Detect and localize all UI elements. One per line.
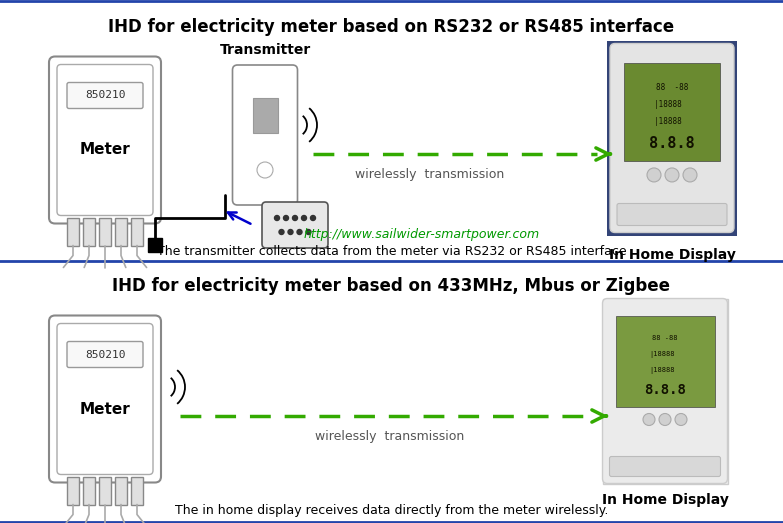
Bar xyxy=(615,315,715,406)
Circle shape xyxy=(297,230,302,234)
Text: 850210: 850210 xyxy=(85,90,125,100)
Bar xyxy=(624,63,720,161)
Circle shape xyxy=(683,168,697,182)
Bar xyxy=(115,476,127,505)
Text: Transmitter: Transmitter xyxy=(219,43,311,57)
Bar xyxy=(148,238,162,252)
Text: 8.8.8: 8.8.8 xyxy=(644,383,686,397)
Text: |18888: |18888 xyxy=(654,117,682,126)
Bar xyxy=(252,98,277,133)
Bar xyxy=(99,218,111,245)
Text: wirelessly  transmission: wirelessly transmission xyxy=(316,430,464,443)
Text: |18888: |18888 xyxy=(649,367,675,373)
FancyBboxPatch shape xyxy=(57,324,153,474)
Text: 88  -88: 88 -88 xyxy=(656,83,688,92)
Circle shape xyxy=(275,215,280,221)
FancyBboxPatch shape xyxy=(262,202,328,248)
FancyBboxPatch shape xyxy=(617,203,727,225)
FancyBboxPatch shape xyxy=(610,43,734,233)
Bar xyxy=(131,476,143,505)
Text: Meter: Meter xyxy=(80,402,131,416)
Text: 88 -88: 88 -88 xyxy=(652,335,678,341)
Bar xyxy=(83,476,95,505)
Text: IHD for electricity meter based on 433MHz, Mbus or Zigbee: IHD for electricity meter based on 433MH… xyxy=(113,277,670,295)
Text: |18888: |18888 xyxy=(649,351,675,358)
Circle shape xyxy=(647,168,661,182)
FancyBboxPatch shape xyxy=(49,315,161,483)
FancyBboxPatch shape xyxy=(609,457,720,476)
Text: The in home display receives data directly from the meter wirelessly.: The in home display receives data direct… xyxy=(175,504,608,517)
Text: 8.8.8: 8.8.8 xyxy=(649,136,695,151)
Circle shape xyxy=(279,230,284,234)
Bar xyxy=(67,476,79,505)
Circle shape xyxy=(675,414,687,426)
FancyBboxPatch shape xyxy=(602,299,727,483)
Text: Meter: Meter xyxy=(80,142,131,157)
Bar xyxy=(67,218,79,245)
Circle shape xyxy=(643,414,655,426)
Text: The transmitter collects data from the meter via RS232 or RS485 interface: The transmitter collects data from the m… xyxy=(157,245,626,258)
Bar xyxy=(602,299,727,483)
Text: 850210: 850210 xyxy=(85,349,125,359)
Text: wirelessly  transmission: wirelessly transmission xyxy=(355,168,504,181)
Circle shape xyxy=(306,230,311,234)
Circle shape xyxy=(301,215,306,221)
FancyBboxPatch shape xyxy=(67,83,143,108)
Bar xyxy=(115,218,127,245)
Circle shape xyxy=(257,162,273,178)
Bar xyxy=(99,476,111,505)
Circle shape xyxy=(283,215,288,221)
Bar xyxy=(607,40,737,235)
Circle shape xyxy=(659,414,671,426)
FancyBboxPatch shape xyxy=(49,56,161,223)
FancyBboxPatch shape xyxy=(233,65,298,205)
Text: In Home Display: In Home Display xyxy=(601,493,728,507)
Bar xyxy=(131,218,143,245)
Text: IHD for electricity meter based on RS232 or RS485 interface: IHD for electricity meter based on RS232… xyxy=(108,18,675,36)
FancyBboxPatch shape xyxy=(57,64,153,215)
Text: |18888: |18888 xyxy=(654,100,682,109)
Text: http://www.sailwider-smartpower.com: http://www.sailwider-smartpower.com xyxy=(304,228,539,241)
Bar xyxy=(83,218,95,245)
Circle shape xyxy=(311,215,316,221)
FancyBboxPatch shape xyxy=(67,342,143,368)
Text: In Home Display: In Home Display xyxy=(608,248,735,262)
Circle shape xyxy=(293,215,298,221)
Circle shape xyxy=(665,168,679,182)
Circle shape xyxy=(288,230,293,234)
